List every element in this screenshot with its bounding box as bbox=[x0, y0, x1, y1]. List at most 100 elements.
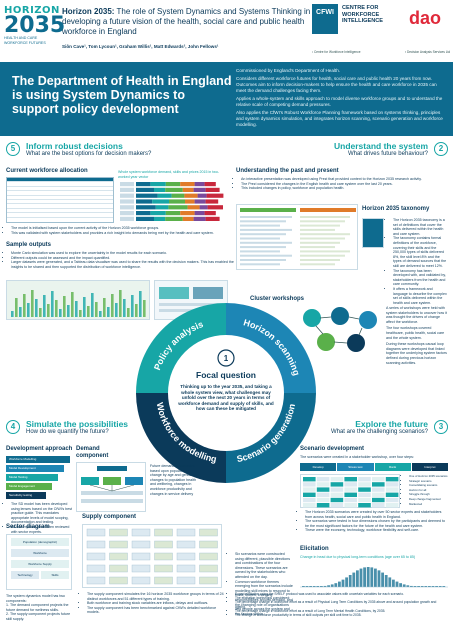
scenario-list-item: Strategic scenario bbox=[409, 479, 450, 484]
scenario-list-item: Horizon for all bbox=[409, 488, 450, 493]
taxonomy-notes: The Horizon 2035 taxonomy is a set of de… bbox=[388, 218, 448, 305]
supply-stock bbox=[199, 528, 218, 537]
elicitation-bar bbox=[388, 577, 392, 587]
note-item: This included changes in policy, workfor… bbox=[241, 186, 448, 191]
sample-bar bbox=[95, 302, 98, 317]
scenario-cell bbox=[358, 503, 371, 508]
scenario-cell bbox=[316, 487, 330, 492]
elicitation-bar bbox=[341, 579, 345, 587]
note-item: The system dynamics model has two compon… bbox=[6, 594, 65, 603]
banner-text: Commissioned by England's Department of … bbox=[236, 68, 448, 130]
banner-paragraph: Considers different workforce futures fo… bbox=[236, 75, 437, 94]
row-label-box bbox=[120, 193, 134, 198]
timeline-entry bbox=[240, 237, 280, 240]
demand-notes: Future demand is calculated based upon p… bbox=[150, 464, 196, 496]
past-present-notes: An interactive presentation was develope… bbox=[236, 177, 448, 191]
timeline-entry bbox=[240, 246, 286, 249]
elicitation-bar bbox=[438, 586, 442, 587]
supply-stock bbox=[131, 528, 151, 537]
timeline-entry bbox=[300, 216, 350, 218]
causal-loop-diagram bbox=[303, 307, 377, 352]
scenario-step: Develop bbox=[300, 463, 337, 471]
sample-bar bbox=[59, 309, 62, 317]
scenario-list-item: Deep change fragmented bbox=[409, 497, 450, 502]
elicitation-bar bbox=[327, 585, 330, 587]
supply-stock bbox=[176, 564, 196, 573]
note-item: An interactive presentation was develope… bbox=[241, 177, 448, 182]
demand-diagram-panel bbox=[76, 462, 146, 512]
supply-stock bbox=[176, 540, 196, 549]
elicitation-bar bbox=[399, 583, 402, 587]
note-item: It offers a framework and language to de… bbox=[393, 287, 448, 305]
elicitation-bar bbox=[420, 586, 424, 587]
stack-segment bbox=[136, 205, 156, 210]
note-item: These were the economy, technology, work… bbox=[305, 528, 448, 533]
elicitation-bar bbox=[334, 583, 338, 587]
stack-segment bbox=[184, 193, 198, 198]
sample-bar bbox=[99, 311, 102, 317]
row-label-box bbox=[120, 187, 134, 192]
scenario-cell bbox=[358, 477, 371, 482]
supply-stock bbox=[154, 528, 173, 537]
section-5-header: 5 Inform robust decisions What are the b… bbox=[6, 140, 206, 162]
sample-bar bbox=[15, 298, 18, 317]
table-row bbox=[7, 204, 113, 209]
scenario-cell bbox=[372, 482, 385, 487]
prezi-timeline bbox=[240, 208, 356, 266]
section-2-header: 2 Understand the system What drives futu… bbox=[250, 140, 448, 162]
dao-logo: dao bbox=[409, 8, 441, 28]
note-item: A series of workshops were held with sys… bbox=[386, 306, 447, 324]
supply-stock bbox=[199, 564, 218, 573]
elicitation-bar bbox=[381, 572, 384, 587]
stack-segment bbox=[171, 193, 185, 198]
logo-sub: HEALTH AND CARE WORKFORCE FUTURES bbox=[4, 36, 46, 45]
sample-bar bbox=[139, 291, 142, 317]
supply-diagram bbox=[86, 528, 218, 585]
scenario-list-item: Struggle through bbox=[409, 492, 450, 497]
dao-caption: ² Decision Analysis Services Ltd bbox=[405, 50, 451, 54]
timeline-entry bbox=[240, 233, 286, 236]
elicitation-bar bbox=[374, 568, 377, 587]
supply-stock bbox=[199, 576, 218, 585]
timeline-entry bbox=[240, 259, 286, 261]
row-label-box bbox=[120, 205, 134, 210]
supply-stock bbox=[154, 564, 173, 573]
scenario-cell bbox=[330, 497, 344, 503]
table-row bbox=[7, 178, 114, 183]
elicitation-notes: Expert elicitation using the SHELF proto… bbox=[230, 592, 448, 617]
stack-segment bbox=[205, 199, 219, 204]
note-item: Monte Carlo simulation was used to explo… bbox=[11, 251, 234, 256]
section-title: Simulate the possibilities bbox=[26, 419, 129, 429]
sector-label: Skills bbox=[41, 571, 69, 579]
scenario-cell bbox=[303, 492, 316, 497]
sample-bar bbox=[119, 290, 122, 317]
sample-bar bbox=[111, 294, 114, 317]
elicitation-bar bbox=[392, 579, 395, 587]
sample-bar bbox=[51, 291, 54, 317]
allocation-table bbox=[6, 177, 114, 223]
section-number-badge: 4 bbox=[6, 420, 20, 434]
supply-diagram-panel bbox=[82, 524, 222, 588]
section-subtitle: What are the best options for decision m… bbox=[26, 151, 152, 157]
scenario-cell bbox=[385, 497, 399, 503]
sample-notes: Monte Carlo simulation was used to explo… bbox=[6, 251, 234, 269]
stack-segment bbox=[194, 199, 206, 204]
stack-segment bbox=[206, 193, 224, 198]
elicitation-bar bbox=[413, 586, 417, 587]
scenario-cell bbox=[372, 497, 385, 503]
dev-step: Model Testing bbox=[6, 474, 58, 481]
stack-segment bbox=[165, 182, 181, 187]
demand-component-title: Demand component bbox=[76, 446, 109, 459]
scenario-notes: The Horizon 2035 scenarios were created … bbox=[300, 510, 448, 533]
section-4-header: 4 Simulate the possibilities How do we q… bbox=[6, 418, 206, 440]
note-item-text: The supply component projects future ski… bbox=[6, 612, 71, 621]
dao-mark: dao bbox=[409, 8, 441, 28]
elicitation-bar bbox=[377, 570, 381, 587]
demand-stacked-bars bbox=[120, 182, 224, 221]
table-row bbox=[7, 213, 113, 218]
stack-segment bbox=[150, 211, 166, 216]
elicitation-bar bbox=[359, 568, 363, 587]
note-item: Both workforce and training stock variab… bbox=[87, 601, 226, 606]
stack-segment bbox=[187, 205, 200, 210]
stack-segment bbox=[155, 205, 169, 210]
